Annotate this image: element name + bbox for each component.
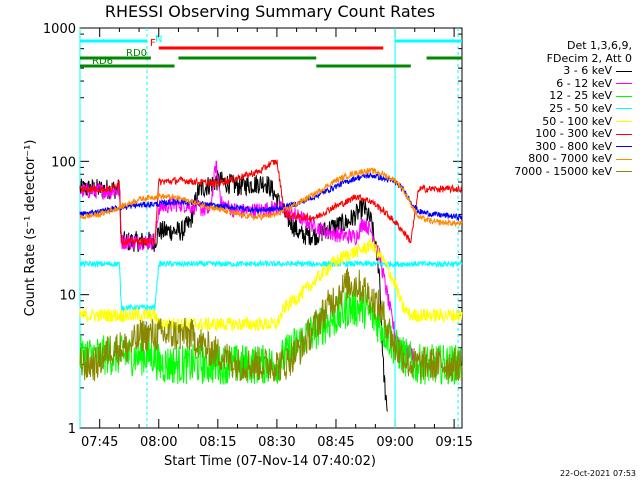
x-tick-label: 09:15 (435, 435, 472, 450)
legend-label: 7000 - 15000 keV (514, 164, 612, 178)
x-tick-label: 08:00 (140, 435, 177, 450)
legend-item: 100 - 300 keV (472, 127, 632, 141)
legend-item: 800 - 7000 keV (472, 153, 632, 166)
x-tick-label: 08:30 (258, 435, 295, 450)
legend: Det 1,3,6,9, FDecim 2, Att 0 3 - 6 keV 6 … (472, 39, 632, 179)
legend-label: 12 - 25 keV (549, 89, 612, 103)
legend-swatch (616, 95, 632, 97)
state-label: RD0 (126, 48, 147, 59)
legend-label: 25 - 50 keV (549, 101, 612, 115)
x-tick-label: 09:00 (376, 435, 413, 450)
state-label: N (155, 34, 162, 45)
legend-swatch (616, 70, 632, 72)
legend-item: 3 - 6 keV (472, 64, 632, 78)
x-axis-label: Start Time (07-Nov-14 07:40:02) (164, 454, 376, 469)
series-line-5 (79, 159, 463, 247)
series-line-3 (79, 259, 463, 312)
series-line-1 (79, 160, 416, 363)
state-label: RD6 (92, 56, 113, 67)
legend-swatch (616, 133, 632, 135)
x-tick-label: 07:45 (81, 435, 118, 450)
legend-label: 6 - 12 keV (556, 76, 612, 90)
legend-swatch (616, 108, 632, 110)
legend-label: 100 - 300 keV (535, 127, 612, 141)
y-axis-label: Count Rate (s⁻¹ detector⁻¹) (23, 140, 38, 317)
legend-swatch (616, 171, 632, 173)
legend-swatch (616, 121, 632, 123)
footer-date: 22-Oct-2021 07:53 (560, 469, 636, 478)
y-tick-label: 1000 (43, 22, 76, 37)
legend-item: 6 - 12 keV (472, 76, 632, 91)
legend-label: 3 - 6 keV (563, 64, 612, 78)
x-tick-label: 08:45 (317, 435, 354, 450)
legend-item: 12 - 25 keV (472, 90, 632, 103)
y-tick-label: 1 (68, 422, 76, 437)
y-tick-label: 100 (51, 155, 76, 170)
y-tick-label: 10 (59, 289, 76, 304)
series-line-8 (79, 267, 463, 382)
state-label: F (150, 38, 156, 49)
chart-title: RHESSI Observing Summary Count Rates (104, 2, 436, 21)
legend-label: 800 - 7000 keV (528, 152, 612, 166)
legend-label: 300 - 800 keV (535, 139, 612, 153)
x-tick-label: 08:15 (199, 435, 236, 450)
legend-swatch (616, 158, 632, 160)
legend-swatch (616, 146, 632, 148)
series-line-7 (79, 166, 463, 228)
legend-label: 50 - 100 keV (542, 114, 612, 128)
legend-header-line-2: FDecim 2, Att 0 (546, 51, 632, 65)
legend-item: 25 - 50 keV (472, 101, 632, 116)
legend-item: 7000 - 15000 keV (472, 164, 632, 179)
legend-header-line-1: Det 1,3,6,9, (566, 39, 632, 52)
legend-swatch (616, 83, 632, 85)
legend-item: 50 - 100 keV (472, 114, 632, 129)
legend-item: 300 - 800 keV (472, 139, 632, 154)
series-line-4 (79, 237, 463, 332)
